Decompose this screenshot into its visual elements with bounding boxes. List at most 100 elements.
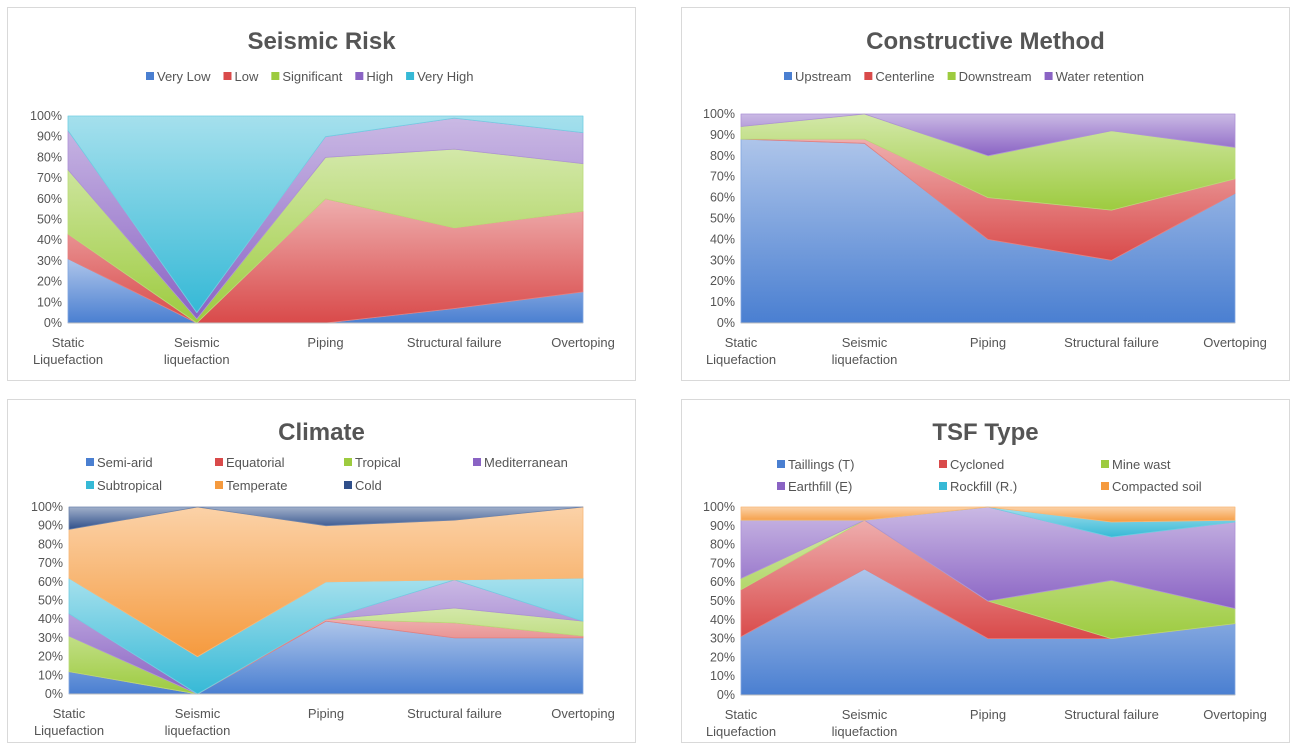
x-category-label: Piping	[308, 706, 344, 721]
y-tick-label: 30%	[710, 253, 735, 267]
legend-swatch-subtropical	[86, 481, 94, 489]
y-tick-label: 0%	[44, 316, 62, 330]
legend-label-cycloned: Cycloned	[950, 457, 1004, 472]
legend-label-equatorial: Equatorial	[226, 455, 285, 470]
legend-swatch-high	[355, 72, 364, 80]
y-tick-label: 60%	[710, 575, 735, 589]
y-tick-label: 90%	[710, 128, 735, 142]
y-tick-label: 100%	[703, 107, 735, 121]
y-tick-label: 50%	[38, 594, 63, 608]
y-tick-label: 30%	[38, 631, 63, 645]
legend-label-tropical: Tropical	[355, 455, 401, 470]
y-tick-label: 50%	[710, 594, 735, 608]
y-tick-label: 100%	[30, 109, 62, 123]
y-tick-label: 40%	[37, 233, 62, 247]
legend-swatch-mine-wast	[1101, 460, 1109, 468]
x-category-label: Structural failure	[1064, 335, 1159, 350]
legend-swatch-cold	[344, 481, 352, 489]
y-tick-label: 30%	[710, 632, 735, 646]
y-tick-label: 30%	[37, 254, 62, 268]
chart-title: TSF Type	[932, 419, 1039, 446]
legend-swatch-significant	[271, 72, 280, 80]
legend-label-temperate: Temperate	[226, 478, 287, 493]
constructive-method-chart-panel: Constructive Method 0% 10% 20% 30% 40% 50% 60%…	[681, 7, 1290, 381]
y-tick-label: 100%	[31, 500, 63, 514]
x-category-label: Piping	[970, 707, 1006, 722]
y-tick-label: 100%	[703, 500, 735, 514]
y-tick-label: 60%	[38, 575, 63, 589]
chart-title: Seismic Risk	[247, 28, 396, 55]
legend-swatch-centerline	[864, 72, 873, 80]
y-tick-label: 20%	[710, 274, 735, 288]
x-category-label: Piping	[307, 335, 343, 350]
legend-label-water-retention: Water retention	[1056, 69, 1144, 84]
legend-label-significant: Significant	[282, 69, 342, 84]
x-category-label: Overtoping	[551, 706, 615, 721]
legend-label-mediterranean: Mediterranean	[484, 455, 568, 470]
legend-swatch-cycloned	[939, 460, 947, 468]
legend-swatch-temperate	[215, 481, 223, 489]
y-tick-label: 70%	[38, 556, 63, 570]
legend-label-subtropical: Subtropical	[97, 478, 162, 493]
legend-swatch-very-high	[406, 72, 415, 80]
y-tick-label: 40%	[710, 613, 735, 627]
y-tick-label: 20%	[37, 275, 62, 289]
y-tick-label: 10%	[710, 295, 735, 309]
legend-label-low: Low	[234, 69, 258, 84]
legend-swatch-rockfill-r	[939, 482, 947, 490]
x-category-label: Seismic liquefaction	[165, 706, 231, 738]
legend-label-downstream: Downstream	[959, 69, 1032, 84]
climate-chart: 0% 10% 20% 30% 40% 50% 60% 70% 80% 90% 100% Static L…	[31, 455, 615, 738]
legend-label-compacted-soil: Compacted soil	[1112, 479, 1202, 494]
tsf-type-chart: 0% 10% 20% 30% 40% 50% 60% 70% 80% 90% 100% Static L…	[703, 457, 1267, 739]
chart-title: Constructive Method	[866, 28, 1105, 55]
y-tick-label: 80%	[38, 537, 63, 551]
legend-label-earthfill-e: Earthfill (E)	[788, 479, 852, 494]
tsf-type-chart-panel: TSF Type 0% 10% 20% 30% 40% 50% 60% 70% 80% 90% 10…	[681, 399, 1290, 743]
legend-label-high: High	[366, 69, 393, 84]
legend-label-semi-arid: Semi-arid	[97, 455, 153, 470]
seismic-risk-chart-panel: Seismic Risk 0% 10% 20% 30% 40% 50% 60% 70% 80% 9…	[7, 7, 636, 381]
legend-swatch-earthfill-e	[777, 482, 785, 490]
y-tick-label: 50%	[710, 212, 735, 226]
legend-swatch-water-retention	[1044, 72, 1053, 80]
y-tick-label: 10%	[710, 669, 735, 683]
y-tick-label: 0%	[45, 687, 63, 701]
legend-label-cold: Cold	[355, 478, 382, 493]
area-series-very-high	[67, 115, 584, 313]
legend-swatch-upstream	[784, 72, 792, 80]
legend-swatch-equatorial	[215, 458, 223, 466]
legend-label-mine-wast: Mine wast	[1112, 457, 1171, 472]
x-category-label: Structural failure	[407, 706, 502, 721]
x-category-label: Structural failure	[1064, 707, 1159, 722]
y-tick-label: 60%	[710, 191, 735, 205]
legend-label-rockfill-r: Rockfill (R.)	[950, 479, 1017, 494]
area-series-water-retention	[740, 113, 1236, 157]
y-tick-label: 70%	[710, 170, 735, 184]
legend-label-very-low: Very Low	[157, 69, 211, 84]
y-tick-label: 40%	[38, 612, 63, 626]
area-series-compacted-soil	[740, 506, 1236, 523]
x-category-label: Overtoping	[1203, 707, 1267, 722]
x-category-label: Static Liquefaction	[34, 706, 104, 738]
x-category-label: Piping	[970, 335, 1006, 350]
legend-label-upstream: Upstream	[795, 69, 851, 84]
y-tick-label: 20%	[38, 650, 63, 664]
legend-swatch-semi-arid	[86, 458, 94, 466]
y-tick-label: 10%	[37, 295, 62, 309]
y-tick-label: 60%	[37, 192, 62, 206]
chart-title: Climate	[278, 419, 365, 446]
y-tick-label: 10%	[38, 668, 63, 682]
x-category-label: Seismic liquefaction	[832, 707, 898, 739]
y-tick-label: 50%	[37, 213, 62, 227]
legend-swatch-very-low	[146, 72, 154, 80]
y-tick-label: 0%	[717, 316, 735, 330]
legend-label-centerline: Centerline	[875, 69, 934, 84]
y-tick-label: 80%	[37, 150, 62, 164]
x-category-label: Overtoping	[551, 335, 615, 350]
x-category-label: Seismic liquefaction	[832, 335, 898, 367]
x-category-label: Overtoping	[1203, 335, 1267, 350]
legend-swatch-compacted-soil	[1101, 482, 1109, 490]
legend-swatch-tropical	[344, 458, 352, 466]
y-tick-label: 0%	[717, 688, 735, 702]
